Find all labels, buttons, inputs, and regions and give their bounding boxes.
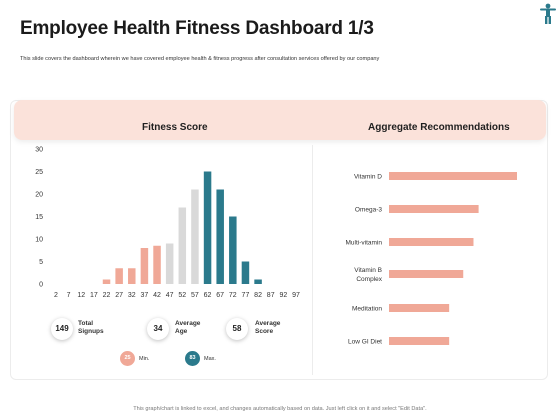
fitness-bar bbox=[254, 279, 262, 284]
y-tick-label: 25 bbox=[35, 169, 43, 176]
x-tick-label: 47 bbox=[166, 292, 174, 299]
x-tick-label: 7 bbox=[67, 292, 71, 299]
min-score-label: Min. bbox=[139, 356, 150, 362]
x-tick-label: 32 bbox=[128, 292, 136, 299]
fitness-bar bbox=[153, 245, 161, 284]
y-tick-label: 15 bbox=[35, 214, 43, 221]
page-subtitle: This slide covers the dashboard wherein … bbox=[20, 56, 380, 62]
panel-header bbox=[14, 100, 546, 140]
average-age-value: 34 bbox=[147, 318, 169, 340]
recommendation-label: Complex bbox=[356, 276, 382, 283]
x-tick-label: 12 bbox=[77, 292, 85, 299]
average-score-label: Average Score bbox=[255, 320, 281, 335]
y-tick-label: 5 bbox=[39, 259, 43, 266]
x-tick-label: 27 bbox=[115, 292, 123, 299]
fitness-bar bbox=[178, 207, 187, 284]
fitness-bar bbox=[115, 268, 123, 284]
x-tick-label: 72 bbox=[229, 292, 237, 299]
min-score-badge: 25 bbox=[120, 351, 135, 366]
recommendation-label: Meditation bbox=[352, 306, 382, 313]
x-tick-label: 82 bbox=[254, 292, 262, 299]
fitness-bar bbox=[229, 216, 237, 284]
recommendation-bar bbox=[389, 205, 479, 213]
x-tick-label: 37 bbox=[141, 292, 149, 299]
recommendation-label: Vitamin B bbox=[354, 267, 382, 274]
fitness-bar bbox=[102, 279, 111, 284]
total-signups-label: Total Signups bbox=[78, 320, 104, 335]
x-tick-label: 67 bbox=[216, 292, 224, 299]
recommendation-label: Low GI Diet bbox=[348, 339, 382, 346]
fitness-bar bbox=[241, 261, 250, 284]
x-tick-label: 57 bbox=[191, 292, 199, 299]
y-tick-label: 20 bbox=[35, 192, 43, 199]
x-tick-label: 92 bbox=[279, 292, 287, 299]
x-tick-label: 52 bbox=[178, 292, 186, 299]
x-tick-label: 87 bbox=[267, 292, 275, 299]
recommendation-bar bbox=[389, 337, 450, 345]
fitness-score-title: Fitness Score bbox=[142, 122, 208, 133]
x-tick-label: 2 bbox=[54, 292, 58, 299]
x-tick-label: 77 bbox=[242, 292, 250, 299]
fitness-bar bbox=[140, 248, 149, 284]
y-tick-label: 10 bbox=[35, 237, 43, 244]
average-score-value: 58 bbox=[226, 318, 248, 340]
average-age-label: Average Age bbox=[175, 320, 201, 335]
fitness-person-icon bbox=[540, 3, 556, 24]
fitness-bar bbox=[203, 171, 212, 284]
recommendation-bar bbox=[389, 304, 450, 312]
total-signups-value: 149 bbox=[51, 318, 73, 340]
recommendation-label: Omega-3 bbox=[355, 207, 382, 214]
fitness-bar bbox=[165, 243, 174, 284]
panel-divider bbox=[312, 145, 313, 375]
fitness-bar bbox=[191, 189, 199, 284]
recommendation-bar bbox=[389, 270, 464, 278]
y-tick-label: 0 bbox=[39, 282, 43, 289]
fitness-bar bbox=[216, 189, 224, 284]
fitness-bar bbox=[128, 268, 136, 284]
recommendation-label: Multi-vitamin bbox=[346, 240, 383, 247]
recommendation-bar bbox=[389, 172, 517, 180]
page-title: Employee Health Fitness Dashboard 1/3 bbox=[20, 18, 374, 39]
aggregate-recommendations-title: Aggregate Recommendations bbox=[368, 122, 510, 133]
x-tick-label: 17 bbox=[90, 292, 98, 299]
x-tick-label: 22 bbox=[103, 292, 111, 299]
x-tick-label: 97 bbox=[292, 292, 300, 299]
recommendation-bar bbox=[389, 238, 474, 246]
x-tick-label: 42 bbox=[153, 292, 161, 299]
max-score-badge: 83 bbox=[185, 351, 200, 366]
recommendation-label: Vitamin D bbox=[354, 174, 382, 181]
max-score-label: Max. bbox=[204, 356, 216, 362]
footer-note: This graph/chart is linked to excel, and… bbox=[133, 406, 427, 412]
x-tick-label: 62 bbox=[204, 292, 212, 299]
y-tick-label: 30 bbox=[35, 147, 43, 154]
